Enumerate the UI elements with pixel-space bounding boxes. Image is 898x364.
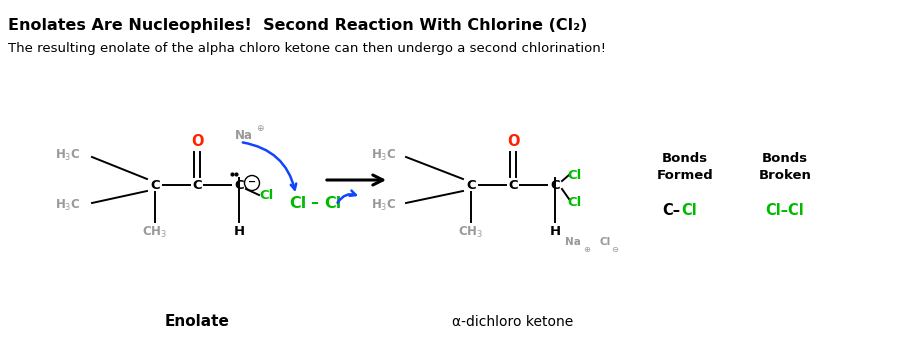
Text: H$_3$C: H$_3$C — [371, 197, 397, 213]
Text: O: O — [190, 135, 203, 150]
Text: Cl: Cl — [681, 202, 697, 218]
Text: ⊕: ⊕ — [584, 245, 591, 253]
Text: Na: Na — [235, 128, 253, 142]
Text: Cl: Cl — [324, 195, 341, 210]
Text: CH$_3$: CH$_3$ — [143, 225, 168, 240]
Text: C: C — [192, 178, 202, 191]
Text: H: H — [233, 225, 244, 238]
Text: Cl: Cl — [567, 169, 581, 182]
Text: Cl–Cl: Cl–Cl — [766, 202, 805, 218]
Text: Cl: Cl — [259, 189, 273, 202]
Text: H: H — [550, 225, 560, 238]
Text: α-dichloro ketone: α-dichloro ketone — [453, 315, 574, 329]
Text: Bonds
Formed: Bonds Formed — [656, 152, 713, 182]
Text: H$_3$C: H$_3$C — [371, 147, 397, 163]
Text: The resulting enolate of the alpha chloro ketone can then undergo a second chlor: The resulting enolate of the alpha chlor… — [8, 42, 606, 55]
Text: O: O — [506, 135, 519, 150]
Text: H$_3$C: H$_3$C — [55, 197, 81, 213]
Text: Cl: Cl — [567, 197, 581, 210]
Text: Enolates Are Nucleophiles!  Second Reaction With Chlorine (Cl₂): Enolates Are Nucleophiles! Second Reacti… — [8, 18, 587, 33]
Text: Cl: Cl — [599, 237, 611, 247]
Text: C: C — [234, 178, 244, 191]
Text: C–: C– — [662, 202, 680, 218]
Text: H$_3$C: H$_3$C — [55, 147, 81, 163]
Text: C: C — [550, 178, 559, 191]
Text: C: C — [466, 178, 476, 191]
Text: CH$_3$: CH$_3$ — [459, 225, 483, 240]
Text: Na: Na — [565, 237, 581, 247]
Circle shape — [244, 175, 260, 190]
Text: C: C — [508, 178, 518, 191]
Text: ⊕: ⊕ — [256, 123, 264, 132]
Text: Enolate: Enolate — [164, 314, 229, 329]
Text: –: – — [310, 195, 318, 210]
Text: ⊖: ⊖ — [612, 245, 619, 253]
Text: C: C — [150, 178, 160, 191]
Text: Bonds
Broken: Bonds Broken — [759, 152, 812, 182]
Text: Cl: Cl — [289, 195, 306, 210]
Text: −: − — [248, 177, 256, 187]
